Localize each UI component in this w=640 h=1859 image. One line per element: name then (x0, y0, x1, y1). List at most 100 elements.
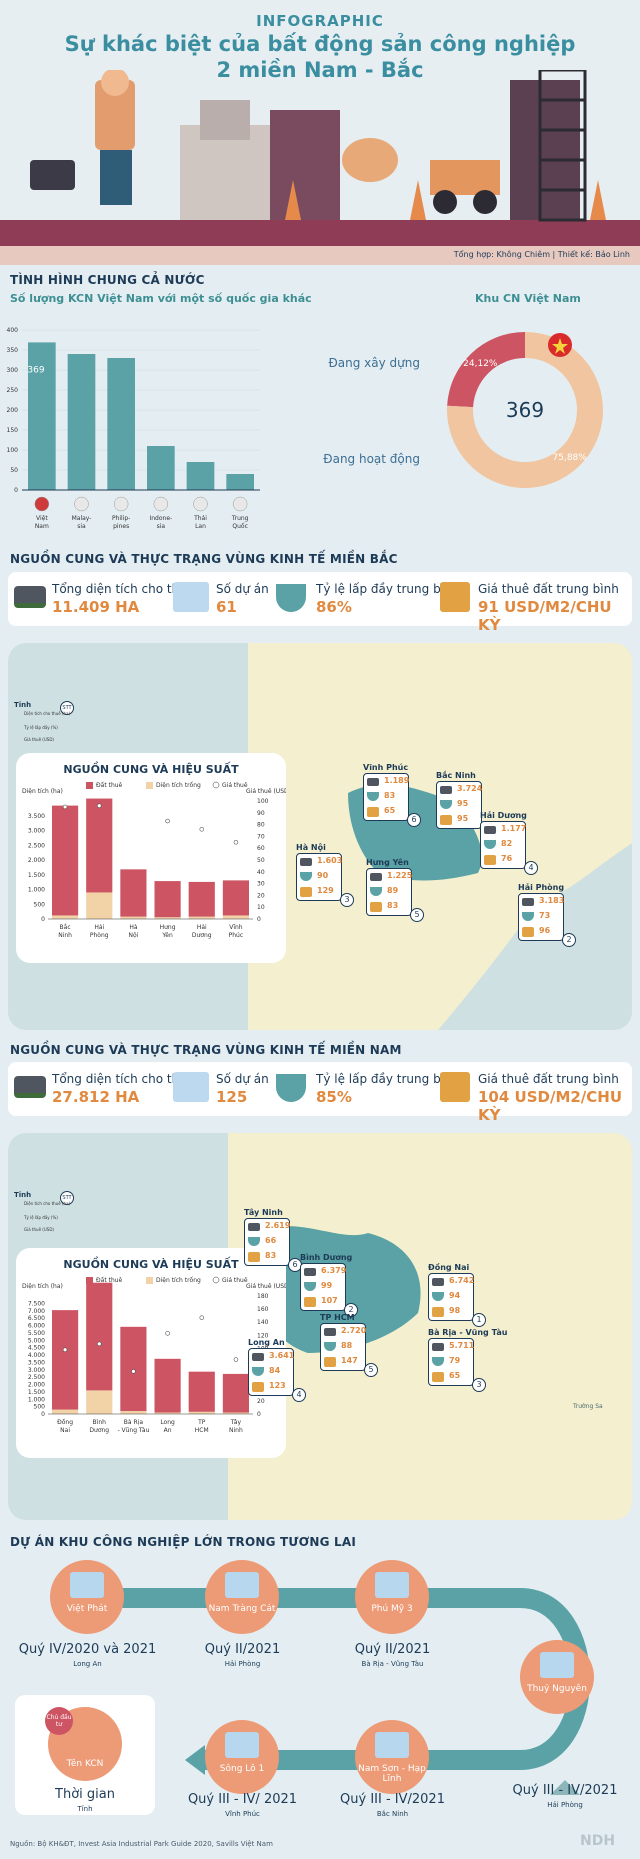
x-tick-label: Hải (197, 924, 207, 931)
legend-label: Đất thuê (96, 1277, 123, 1284)
y-tick-label: 500 (34, 901, 46, 908)
project-time: Quý II/2021 (204, 1642, 281, 1657)
header: INFOGRAPHIC Sự khác biệt của bất động sả… (0, 0, 640, 265)
province-fill: 84 (269, 1366, 281, 1375)
x-tick-label: Quốc (232, 523, 248, 530)
province-number: 4 (292, 1388, 306, 1402)
slice-name: Đang xây dựng (328, 356, 420, 370)
y2-tick-label: 140 (257, 1319, 269, 1326)
slice-name: Đang hoạt động (323, 452, 420, 466)
occupancy-icon (367, 792, 379, 801)
price-point (62, 1347, 68, 1353)
province-price: 129 (317, 886, 334, 895)
x-tick-label: Philip- (112, 515, 130, 522)
bar-leased (86, 1282, 113, 1391)
money-icon (440, 815, 452, 825)
y-tick-label: 2.000 (28, 857, 45, 864)
y-tick-label: 300 (7, 367, 19, 374)
project-province: Bắc Ninh (376, 1810, 409, 1818)
province-name: Bắc Ninh (436, 771, 476, 780)
axis-right-label: Giá thuê (USD/m2) (246, 788, 286, 795)
project-time: Quý III - IV/2021 (512, 1783, 618, 1798)
province-card: 2.720 88 147 (320, 1323, 366, 1371)
legend-label: Đất thuê (96, 782, 123, 789)
price-point (165, 818, 170, 824)
south-map-panel: Trường Sa Tỉnh STT Diện tích cho thuê (h… (8, 1133, 632, 1520)
money-icon (324, 1357, 336, 1367)
y-tick-label: 7.000 (28, 1308, 45, 1315)
bar-leased (188, 881, 215, 917)
money-icon (432, 1307, 444, 1317)
south-stats-card: Tổng diện tích cho thuê 27.812 HA Số dự … (8, 1062, 632, 1124)
north-stat-area-value: 11.409 HA (52, 598, 140, 616)
south-stat-occupancy-value: 85% (316, 1088, 352, 1106)
province-number: 4 (524, 861, 538, 875)
y-tick-label: 5.500 (28, 1330, 45, 1337)
area-icon (252, 1353, 264, 1361)
north-section-title: NGUỒN CUNG VÀ THỰC TRẠNG VÙNG KINH TẾ MI… (10, 552, 398, 566)
province-number: 2 (562, 933, 576, 947)
province-card: 3.724 95 95 (436, 781, 482, 829)
data-label: 369 (27, 365, 44, 375)
north-chart-title: NGUỒN CUNG VÀ HIỆU SUẤT (63, 763, 239, 776)
legend-fill: Tỷ lệ lấp đầy (%) (24, 1215, 58, 1220)
x-tick-label: Nam (35, 523, 49, 530)
axis-left-label: Diện tích (ha) (22, 788, 63, 795)
legend-swatch (86, 782, 93, 789)
province-number: 2 (344, 1303, 358, 1317)
donut-center: 369 (506, 398, 544, 422)
flag-icon (74, 496, 89, 512)
x-tick-label: TP (197, 1419, 206, 1426)
area-icon (432, 1343, 444, 1351)
flag-icon (153, 496, 169, 512)
project-name: Phú Mỹ 3 (371, 1604, 413, 1614)
price-point (233, 840, 239, 845)
y-tick-label: 3.000 (28, 828, 45, 835)
province-fill: 94 (449, 1291, 461, 1300)
occupancy-icon (370, 887, 382, 896)
flag-icon (193, 496, 208, 512)
province-area: 5.711 (449, 1341, 475, 1350)
province-card: 6.742 94 98 (428, 1273, 474, 1321)
y-tick-label: 7.500 (28, 1300, 45, 1307)
bar-vacant (154, 1412, 181, 1414)
money-icon (522, 927, 534, 937)
y-tick-label: 1.500 (28, 872, 45, 879)
header-kicker: INFOGRAPHIC (256, 12, 384, 30)
province-price: 123 (269, 1381, 286, 1390)
area-icon (14, 586, 46, 608)
bar-leased (120, 869, 147, 917)
y-tick-label: 350 (7, 347, 19, 354)
province-area: 1.225 (387, 871, 413, 880)
province-price: 65 (449, 1371, 461, 1380)
money-icon (248, 1252, 260, 1262)
occupancy-icon (304, 1282, 316, 1291)
axis-left-label: Diện tích (ha) (22, 1283, 63, 1290)
header-illustration (0, 70, 640, 246)
y2-tick-label: 30 (257, 881, 265, 888)
north-stat-area-label: Tổng diện tích cho thuê (52, 582, 195, 596)
building-icon (540, 1652, 574, 1678)
future-node-5: Nam Sơn - Hạp Lĩnh (355, 1720, 429, 1794)
province-number: 3 (340, 893, 354, 907)
price-point (131, 1369, 136, 1374)
province-fill: 90 (317, 871, 329, 880)
y2-tick-label: 70 (257, 833, 265, 840)
south-stat-price-value: 104 USD/M2/CHU KỲ (478, 1088, 623, 1124)
south-legend: Tỉnh STT Diện tích cho thuê (ha) Tỷ lệ l… (14, 1191, 74, 1239)
bar-vacant (86, 1390, 113, 1414)
province-number: 5 (410, 908, 424, 922)
x-tick-label: Thái (193, 515, 207, 522)
bar-4 (186, 462, 215, 490)
province-name: Hải Dương (480, 811, 527, 820)
donut-chart: 24,12% Đang xây dựng 75,88% Đang hoạt động 3… (323, 332, 603, 488)
money-icon (252, 1382, 264, 1392)
province-price: 147 (341, 1356, 358, 1365)
legend-swatch (146, 1277, 153, 1284)
bar-vacant (188, 1411, 215, 1414)
y2-tick-label: 0 (257, 1411, 261, 1418)
north-stat-occupancy-value: 86% (316, 598, 352, 616)
money-icon (432, 1372, 444, 1382)
timeline-legend: Chủ đầu tư Tên KCN Thời gian Tỉnh (15, 1695, 155, 1815)
money-icon (484, 855, 496, 865)
